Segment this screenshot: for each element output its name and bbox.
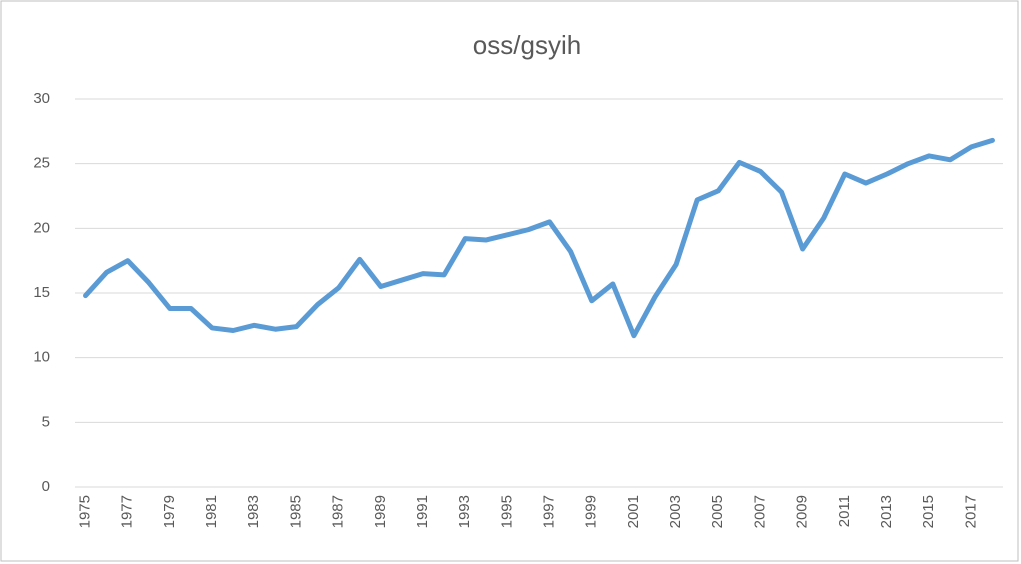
y-tick-label: 5 [42, 413, 50, 430]
x-tick-label: 1993 [456, 495, 473, 528]
x-tick-label: 2001 [625, 495, 642, 528]
y-tick-label: 15 [33, 284, 50, 301]
x-tick-label: 2009 [794, 495, 811, 528]
x-tick-label: 2007 [751, 495, 768, 528]
x-tick-label: 1977 [119, 495, 136, 528]
y-tick-label: 30 [33, 90, 50, 107]
x-tick-label: 2005 [709, 495, 726, 528]
x-tick-label: 2013 [878, 495, 895, 528]
y-tick-label: 20 [33, 219, 50, 236]
y-tick-label: 10 [33, 349, 50, 366]
x-tick-label: 1987 [330, 495, 347, 528]
x-tick-label: 1995 [498, 495, 515, 528]
x-tick-label: 1997 [541, 495, 558, 528]
x-tick-label: 1983 [245, 495, 262, 528]
x-tick-label: 1985 [287, 495, 304, 528]
data-line [83, 137, 995, 339]
x-tick-label: 1999 [583, 495, 600, 528]
x-tick-label: 1979 [161, 495, 178, 528]
x-tick-label: 2017 [962, 495, 979, 528]
x-tick-label: 1991 [414, 495, 431, 528]
x-tick-label: 2003 [667, 495, 684, 528]
y-tick-label: 25 [33, 155, 50, 172]
x-tick-label: 2011 [836, 495, 853, 527]
y-tick-label: 0 [42, 478, 50, 495]
chart-title: oss/gsyih [473, 30, 581, 60]
x-tick-label: 1981 [203, 495, 220, 528]
x-tick-label: 1989 [372, 495, 389, 528]
x-tick-label: 1975 [77, 495, 94, 528]
x-tick-label: 2015 [920, 495, 937, 528]
